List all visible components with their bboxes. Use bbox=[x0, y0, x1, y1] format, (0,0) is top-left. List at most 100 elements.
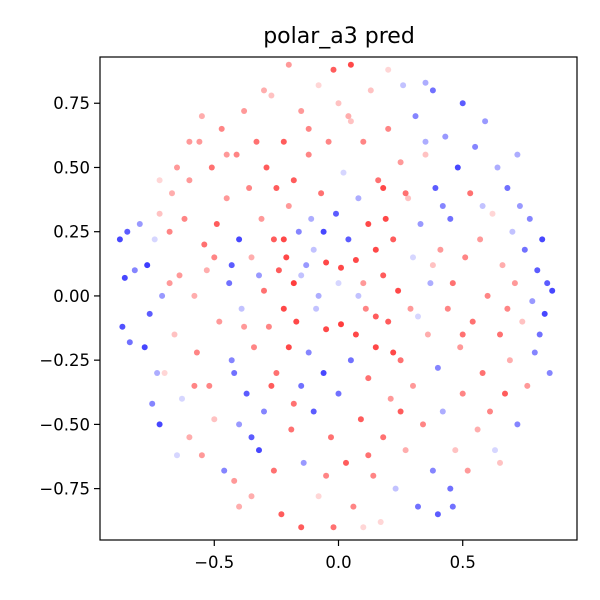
scatter-point bbox=[526, 215, 533, 222]
scatter-point bbox=[484, 292, 491, 299]
scatter-point bbox=[261, 87, 267, 94]
scatter-point bbox=[397, 408, 404, 415]
x-tick-label: 0.5 bbox=[450, 553, 476, 572]
scatter-point bbox=[174, 452, 180, 459]
scatter-point bbox=[270, 236, 277, 243]
scatter-point bbox=[191, 382, 198, 389]
scatter-point bbox=[186, 434, 193, 441]
scatter-point bbox=[305, 151, 312, 158]
scatter-point bbox=[402, 447, 409, 454]
scatter-point bbox=[407, 305, 414, 312]
y-tick-label: −0.50 bbox=[39, 415, 90, 434]
scatter-point bbox=[203, 267, 210, 274]
scatter-point bbox=[293, 318, 300, 325]
scatter-point bbox=[268, 92, 275, 99]
scatter-point bbox=[149, 400, 156, 407]
scatter-point bbox=[497, 331, 503, 338]
scatter-point bbox=[323, 259, 330, 266]
scatter-point bbox=[397, 159, 404, 166]
scatter-point bbox=[494, 164, 501, 171]
scatter-point bbox=[298, 382, 305, 389]
scatter-point bbox=[504, 305, 511, 312]
scatter-point bbox=[156, 421, 163, 428]
scatter-point bbox=[539, 236, 546, 243]
scatter-point bbox=[290, 400, 297, 407]
scatter-point bbox=[452, 447, 459, 454]
scatter-point bbox=[121, 274, 128, 281]
scatter-point bbox=[447, 485, 454, 492]
scatter-point bbox=[156, 177, 163, 184]
scatter-point bbox=[124, 228, 131, 235]
scatter-point bbox=[256, 272, 262, 279]
scatter-point bbox=[492, 447, 498, 454]
scatter-point bbox=[536, 331, 543, 338]
scatter-point bbox=[412, 113, 419, 120]
scatter-point bbox=[427, 280, 434, 287]
scatter-point bbox=[325, 138, 332, 145]
scatter-point bbox=[213, 221, 220, 227]
scatter-point bbox=[454, 164, 461, 171]
scatter-point bbox=[347, 61, 354, 68]
x-tick-label: 0.0 bbox=[325, 553, 351, 572]
scatter-point bbox=[261, 408, 267, 415]
scatter-point bbox=[196, 138, 203, 145]
scatter-point bbox=[169, 190, 175, 197]
scatter-point bbox=[228, 262, 235, 269]
scatter-point bbox=[154, 370, 161, 376]
scatter-point bbox=[280, 138, 287, 145]
scatter-point bbox=[241, 323, 248, 330]
scatter-point bbox=[464, 467, 471, 474]
scatter-point bbox=[462, 254, 469, 261]
y-tick-label: 0.00 bbox=[53, 287, 90, 306]
scatter-point bbox=[330, 66, 337, 73]
scatter-point bbox=[280, 305, 287, 312]
scatter-point bbox=[241, 108, 248, 114]
scatter-point bbox=[248, 254, 255, 261]
scatter-point bbox=[323, 326, 330, 333]
scatter-point bbox=[429, 262, 436, 269]
scatter-point bbox=[395, 287, 402, 294]
scatter-point bbox=[136, 221, 143, 227]
scatter-point bbox=[546, 370, 553, 376]
scatter-point bbox=[144, 262, 151, 269]
scatter-point bbox=[474, 426, 481, 433]
scatter-point bbox=[310, 246, 317, 253]
scatter-point bbox=[211, 416, 218, 423]
scatter-point bbox=[400, 82, 407, 89]
scatter-point bbox=[397, 357, 404, 364]
chart-title: polar_a3 pred bbox=[263, 24, 415, 49]
scatter-point bbox=[335, 390, 342, 397]
scatter-point bbox=[206, 382, 213, 389]
scatter-point bbox=[343, 459, 349, 466]
scatter-point bbox=[509, 228, 516, 235]
scatter-point bbox=[467, 190, 474, 197]
plot-frame bbox=[99, 56, 578, 541]
scatter-point bbox=[318, 190, 325, 197]
scatter-point bbox=[186, 138, 193, 145]
scatter-point bbox=[347, 118, 354, 125]
scatter-point bbox=[382, 215, 389, 222]
scatter-point bbox=[459, 331, 466, 338]
scatter-point bbox=[198, 452, 205, 459]
scatter-point bbox=[218, 125, 225, 132]
scatter-point bbox=[278, 511, 285, 518]
scatter-point bbox=[315, 82, 322, 89]
scatter-point bbox=[298, 108, 305, 114]
scatter-point bbox=[238, 305, 245, 312]
scatter-point bbox=[298, 524, 305, 531]
scatter-point bbox=[333, 210, 339, 217]
scatter-point bbox=[355, 195, 362, 202]
scatter-point bbox=[365, 375, 372, 382]
scatter-point bbox=[308, 215, 315, 222]
y-tick-label: 0.25 bbox=[53, 223, 90, 242]
scatter-point bbox=[380, 272, 387, 279]
scatter-point bbox=[477, 236, 484, 243]
scatter-point bbox=[370, 472, 377, 479]
scatter-point bbox=[330, 524, 337, 531]
scatter-point bbox=[280, 236, 287, 243]
scatter-point bbox=[320, 370, 327, 376]
scatter-point bbox=[429, 467, 436, 474]
scatter-point bbox=[410, 254, 416, 261]
